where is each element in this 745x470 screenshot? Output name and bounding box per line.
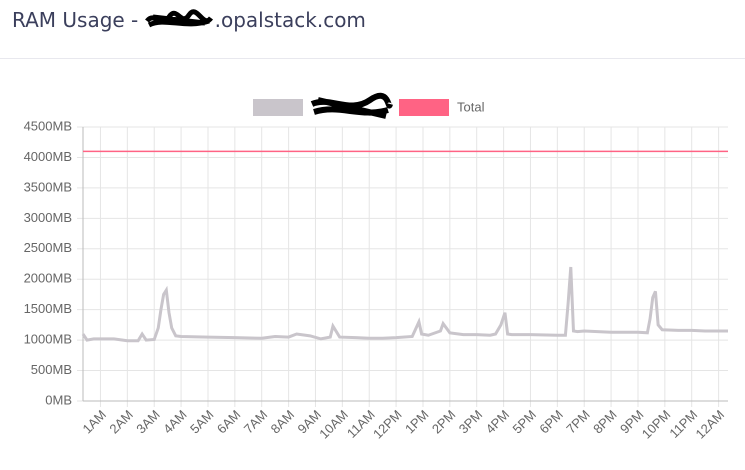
title-prefix: RAM Usage - (12, 8, 139, 32)
x-tick-label: 5AM (187, 407, 217, 437)
x-tick-label: 8PM (590, 407, 620, 437)
y-tick-label: 0MB (45, 392, 72, 407)
x-tick-label: 12PM (370, 407, 405, 442)
y-tick-label: 4000MB (24, 149, 72, 164)
legend-swatch (253, 99, 303, 116)
y-tick-label: 1500MB (24, 301, 72, 316)
legend-swatch (399, 99, 449, 116)
x-tick-label: 10AM (316, 407, 351, 442)
y-tick-label: 2000MB (24, 271, 72, 286)
x-tick-label: 12AM (693, 407, 728, 442)
x-tick-label: 10PM (639, 407, 674, 442)
y-tick-label: 4500MB (24, 118, 72, 133)
x-tick-label: 3AM (133, 407, 163, 437)
y-tick-label: 1000MB (24, 332, 72, 347)
legend-label: Total (457, 99, 485, 114)
y-tick-label: 500MB (31, 362, 72, 377)
x-tick-label: 2AM (106, 407, 136, 437)
x-tick-label: 8AM (268, 407, 298, 437)
y-tick-label: 3500MB (24, 179, 72, 194)
x-tick-label: 2PM (429, 407, 459, 437)
redaction (310, 92, 393, 119)
x-tick-label: 11PM (666, 407, 700, 441)
x-tick-label: 6AM (214, 407, 244, 437)
x-tick-label: 7PM (563, 407, 593, 437)
x-tick-label: 4AM (160, 407, 190, 437)
redaction (144, 9, 213, 28)
separator (0, 58, 745, 59)
header: RAM Usage - .opalstack.com (12, 8, 366, 32)
x-tick-label: 5PM (510, 407, 540, 437)
x-tick-label: 3PM (456, 407, 486, 437)
x-tick-label: 11AM (344, 407, 378, 441)
x-tick-label: 1PM (402, 407, 432, 437)
x-tick-label: 1AM (80, 407, 110, 437)
y-tick-label: 3000MB (24, 210, 72, 225)
x-tick-label: 4PM (483, 407, 513, 437)
y-tick-label: 2500MB (24, 240, 72, 255)
series-line (81, 266, 728, 343)
x-tick-label: 7AM (241, 407, 271, 437)
x-tick-label: 6PM (536, 407, 566, 437)
title-suffix: .opalstack.com (214, 8, 366, 32)
